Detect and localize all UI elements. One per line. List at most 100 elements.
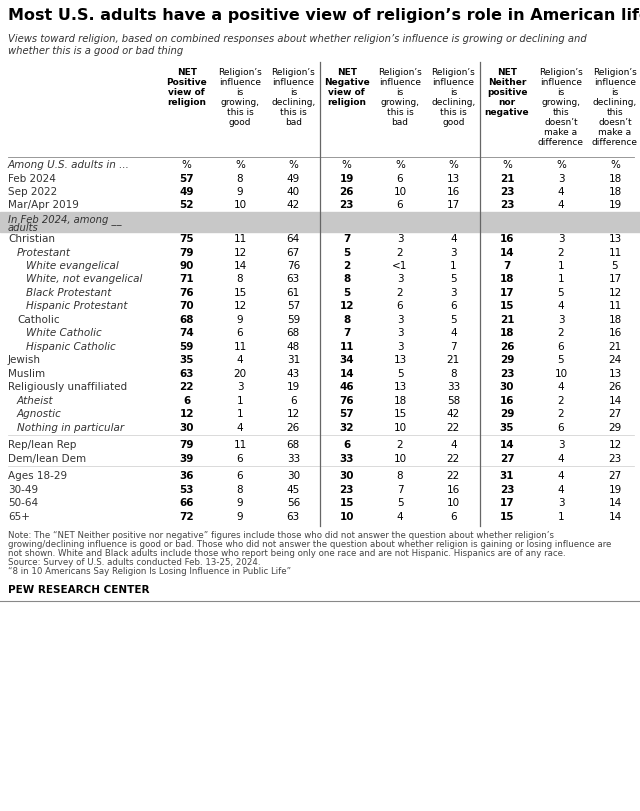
Text: 17: 17 xyxy=(447,200,460,210)
Text: Muslim: Muslim xyxy=(8,368,45,379)
Text: %: % xyxy=(449,160,458,169)
Text: 6: 6 xyxy=(557,423,564,432)
Text: Among U.S. adults in ...: Among U.S. adults in ... xyxy=(8,160,130,169)
Text: 5: 5 xyxy=(612,260,618,271)
Text: 22: 22 xyxy=(447,423,460,432)
Text: 21: 21 xyxy=(500,174,515,183)
Text: 29: 29 xyxy=(500,409,514,419)
Text: 75: 75 xyxy=(179,234,194,243)
Text: 14: 14 xyxy=(500,440,515,450)
Text: 29: 29 xyxy=(500,355,514,365)
Text: 7: 7 xyxy=(450,341,457,351)
Text: 3: 3 xyxy=(397,315,403,324)
Text: 6: 6 xyxy=(450,301,457,311)
Text: 3: 3 xyxy=(397,234,403,243)
Text: 23: 23 xyxy=(609,453,621,463)
Text: 18: 18 xyxy=(609,187,621,197)
Text: 10: 10 xyxy=(394,187,406,197)
Text: 16: 16 xyxy=(500,234,515,243)
Text: 13: 13 xyxy=(394,355,406,365)
Text: 32: 32 xyxy=(339,423,354,432)
Text: 68: 68 xyxy=(287,440,300,450)
Text: 11: 11 xyxy=(234,341,246,351)
Text: 6: 6 xyxy=(237,471,243,481)
Text: 66: 66 xyxy=(179,498,194,508)
Text: Religion’s
influence
is
declining,
this
doesn’t
make a
difference: Religion’s influence is declining, this … xyxy=(592,68,638,147)
Text: 27: 27 xyxy=(609,471,621,481)
Text: 3: 3 xyxy=(450,288,457,298)
Text: Ages 18-29: Ages 18-29 xyxy=(8,471,67,481)
Text: White evangelical: White evangelical xyxy=(26,260,119,271)
Text: 53: 53 xyxy=(179,484,194,495)
Text: Note: The “NET Neither positive nor negative” figures include those who did not : Note: The “NET Neither positive nor nega… xyxy=(8,531,554,540)
Text: 46: 46 xyxy=(339,382,354,392)
Text: 16: 16 xyxy=(447,484,460,495)
Text: 64: 64 xyxy=(287,234,300,243)
Text: 30: 30 xyxy=(500,382,515,392)
Bar xyxy=(0,212,640,233)
Text: 8: 8 xyxy=(343,274,350,284)
Text: 2: 2 xyxy=(557,409,564,419)
Text: 42: 42 xyxy=(287,200,300,210)
Text: 1: 1 xyxy=(450,260,457,271)
Text: 27: 27 xyxy=(500,453,515,463)
Text: 5: 5 xyxy=(397,368,403,379)
Text: 6: 6 xyxy=(290,396,297,406)
Text: 13: 13 xyxy=(447,174,460,183)
Text: 17: 17 xyxy=(609,274,621,284)
Text: 30: 30 xyxy=(339,471,354,481)
Text: 3: 3 xyxy=(557,174,564,183)
Text: %: % xyxy=(502,160,512,169)
Text: 43: 43 xyxy=(287,368,300,379)
Text: 4: 4 xyxy=(237,423,243,432)
Text: 48: 48 xyxy=(287,341,300,351)
Text: 30: 30 xyxy=(287,471,300,481)
Text: 14: 14 xyxy=(609,512,621,521)
Text: 2: 2 xyxy=(397,247,403,257)
Text: 6: 6 xyxy=(237,453,243,463)
Text: 31: 31 xyxy=(287,355,300,365)
Text: 67: 67 xyxy=(287,247,300,257)
Text: 33: 33 xyxy=(447,382,460,392)
Text: 6: 6 xyxy=(237,328,243,338)
Text: 12: 12 xyxy=(609,288,621,298)
Text: <1: <1 xyxy=(392,260,408,271)
Text: 17: 17 xyxy=(500,288,515,298)
Text: Source: Survey of U.S. adults conducted Feb. 13-25, 2024.: Source: Survey of U.S. adults conducted … xyxy=(8,557,260,566)
Text: 14: 14 xyxy=(500,247,515,257)
Text: 7: 7 xyxy=(343,328,350,338)
Text: 27: 27 xyxy=(609,409,621,419)
Text: 15: 15 xyxy=(500,512,515,521)
Text: 90: 90 xyxy=(179,260,194,271)
Text: 8: 8 xyxy=(237,174,243,183)
Text: 14: 14 xyxy=(609,498,621,508)
Text: 8: 8 xyxy=(397,471,403,481)
Text: 1: 1 xyxy=(557,274,564,284)
Text: 9: 9 xyxy=(237,315,243,324)
Text: Black Protestant: Black Protestant xyxy=(26,288,111,298)
Text: 18: 18 xyxy=(394,396,406,406)
Text: 9: 9 xyxy=(237,498,243,508)
Text: 2: 2 xyxy=(557,247,564,257)
Text: 3: 3 xyxy=(557,315,564,324)
Text: PEW RESEARCH CENTER: PEW RESEARCH CENTER xyxy=(8,585,150,594)
Text: Religion’s
influence
is
growing,
this is
bad: Religion’s influence is growing, this is… xyxy=(378,68,422,127)
Text: NET
Positive
view of
religion: NET Positive view of religion xyxy=(166,68,207,107)
Text: Mar/Apr 2019: Mar/Apr 2019 xyxy=(8,200,79,210)
Text: Religion’s
influence
is
growing,
this
doesn’t
make a
difference: Religion’s influence is growing, this do… xyxy=(538,68,584,147)
Text: 2: 2 xyxy=(343,260,350,271)
Text: 5: 5 xyxy=(557,288,564,298)
Text: 8: 8 xyxy=(343,315,350,324)
Text: 36: 36 xyxy=(179,471,194,481)
Text: 15: 15 xyxy=(234,288,246,298)
Text: 6: 6 xyxy=(557,341,564,351)
Text: %: % xyxy=(342,160,351,169)
Text: 9: 9 xyxy=(237,512,243,521)
Text: 4: 4 xyxy=(557,200,564,210)
Text: 63: 63 xyxy=(287,512,300,521)
Text: 3: 3 xyxy=(557,440,564,450)
Text: 4: 4 xyxy=(450,440,457,450)
Text: 4: 4 xyxy=(450,328,457,338)
Text: 34: 34 xyxy=(339,355,354,365)
Text: 4: 4 xyxy=(557,471,564,481)
